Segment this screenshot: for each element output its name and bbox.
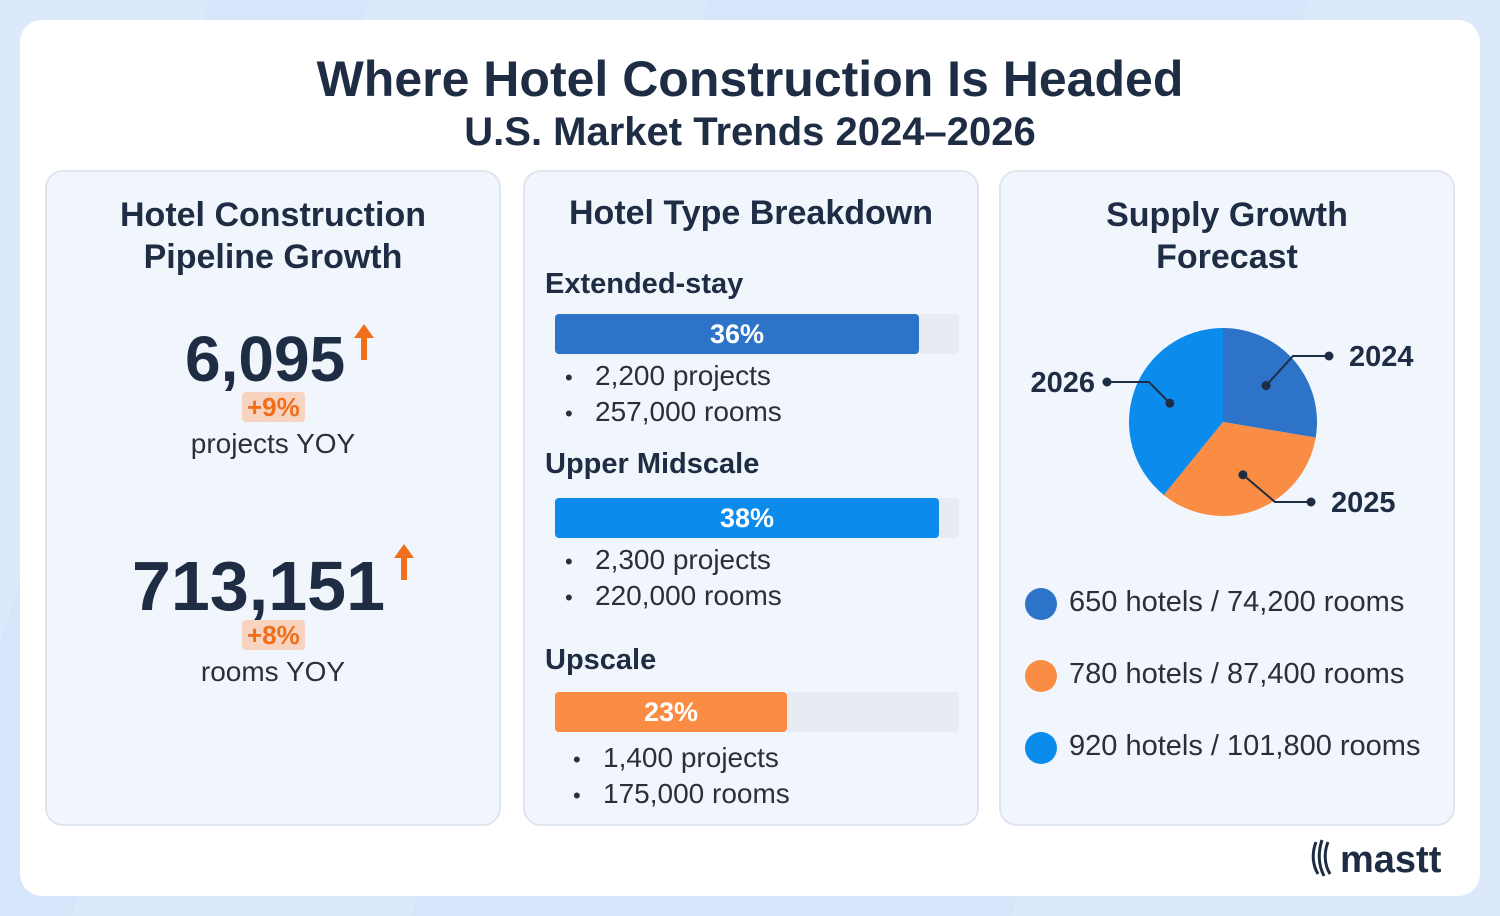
rooms-label: rooms YOY xyxy=(200,656,346,687)
category-label: Upscale xyxy=(545,644,657,676)
leader-line xyxy=(1107,381,1171,404)
up-arrow-icon xyxy=(354,324,374,360)
rooms-value: 713,151 xyxy=(132,547,386,625)
list-item: • 2,200 projects xyxy=(565,360,771,391)
pie-label-2024: 2024 xyxy=(1349,341,1414,373)
pie-chart: 2024 2025 2026 xyxy=(1030,328,1414,519)
pie-slice-2026 xyxy=(1129,328,1223,495)
rooms-count: 220,000 rooms xyxy=(595,580,782,611)
bar-track: 38% xyxy=(555,498,959,538)
bar-track: 23% xyxy=(555,692,959,732)
hotel-type-breakdown-panel: Hotel Type Breakdown Extended-stay 36% •… xyxy=(523,170,979,826)
pie-slice-2024 xyxy=(1223,328,1317,438)
bar-extended-stay: 36% xyxy=(555,314,919,354)
list-item: • 175,000 rooms xyxy=(573,778,790,809)
pipeline-title-line2: Pipeline Growth xyxy=(143,238,403,276)
page-subtitle: U.S. Market Trends 2024–2026 xyxy=(464,110,1036,154)
mastt-logo-icon xyxy=(1311,839,1332,877)
leader-dot xyxy=(1102,377,1112,387)
legend-swatch xyxy=(1025,660,1057,692)
projects-count: 1,400 projects xyxy=(603,742,779,773)
category-label: Extended-stay xyxy=(545,268,744,300)
legend-label: 650 hotels / 74,200 rooms xyxy=(1069,586,1405,618)
projects-count: 2,200 projects xyxy=(595,360,771,391)
leader-dot xyxy=(1261,381,1271,391)
projects-change-badge: +9% xyxy=(242,392,305,422)
projects-label: projects YOY xyxy=(190,428,356,459)
leader-line xyxy=(1265,355,1329,387)
leader-dot xyxy=(1165,398,1175,408)
projects-value: 6,095 xyxy=(185,323,346,395)
rooms-count: 175,000 rooms xyxy=(603,778,790,809)
pipeline-title-line1: Hotel Construction xyxy=(120,196,426,234)
mastt-logo: mastt xyxy=(1310,838,1441,882)
logo-text: mastt xyxy=(1340,839,1442,881)
pie-label-2026: 2026 xyxy=(1030,367,1095,399)
list-item: • 2,300 projects xyxy=(565,544,771,575)
pie-label-2025: 2025 xyxy=(1331,487,1396,519)
legend-label: 780 hotels / 87,400 rooms xyxy=(1069,658,1405,690)
pie-slice-2025 xyxy=(1163,422,1316,516)
bar-track: 36% xyxy=(555,314,959,354)
up-arrow-icon xyxy=(394,544,414,580)
category-label: Upper Midscale xyxy=(545,448,760,480)
rooms-change-badge: +8% xyxy=(242,620,305,650)
list-item: • 1,400 projects xyxy=(573,742,779,773)
legend-swatch xyxy=(1025,588,1057,620)
list-item: • 257,000 rooms xyxy=(565,396,782,427)
leader-dot xyxy=(1238,470,1248,480)
rooms-count: 257,000 rooms xyxy=(595,396,782,427)
forecast-title-line2: Forecast xyxy=(1156,238,1298,276)
supply-forecast-panel: Supply Growth Forecast 2024 2025 2026 650 … xyxy=(999,170,1455,826)
page-title: Where Hotel Construction Is Headed xyxy=(316,51,1184,107)
legend-swatch xyxy=(1025,732,1057,764)
leader-dot xyxy=(1324,351,1334,361)
bar-upscale: 23% xyxy=(555,692,787,732)
forecast-title-line1: Supply Growth xyxy=(1106,196,1348,234)
bar-upper-midscale: 38% xyxy=(555,498,939,538)
pipeline-growth-panel: Hotel Construction Pipeline Growth 6,095… xyxy=(45,170,501,826)
breakdown-title: Hotel Type Breakdown xyxy=(569,194,933,232)
projects-count: 2,300 projects xyxy=(595,544,771,575)
legend-label: 920 hotels / 101,800 rooms xyxy=(1069,730,1421,762)
leader-dot xyxy=(1306,497,1316,507)
list-item: • 220,000 rooms xyxy=(565,580,782,611)
leader-line xyxy=(1242,474,1311,503)
